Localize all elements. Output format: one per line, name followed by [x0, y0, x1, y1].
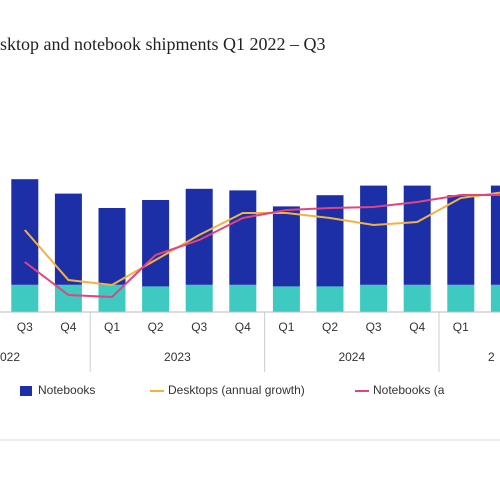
year-label: 022 — [0, 350, 20, 364]
bar — [360, 284, 388, 312]
year-label: 2 — [488, 350, 495, 364]
x-tick-label: Q2 — [322, 320, 338, 334]
chart-title: sktop and notebook shipments Q1 2022 – Q… — [0, 34, 326, 54]
x-tick-label: Q1 — [104, 320, 120, 334]
legend-label: Notebooks — [38, 383, 95, 397]
bar — [447, 195, 475, 285]
bar — [360, 185, 388, 285]
bar — [272, 286, 300, 312]
bar — [490, 284, 500, 312]
bar — [11, 179, 39, 285]
x-tick-label: Q1 — [278, 320, 294, 334]
year-label: 2024 — [338, 350, 365, 364]
bar — [98, 208, 126, 285]
bar — [316, 286, 344, 312]
bar — [272, 206, 300, 287]
bar — [185, 284, 213, 312]
x-tick-label: Q3 — [191, 320, 207, 334]
bar — [316, 195, 344, 287]
x-tick-label: Q4 — [235, 320, 251, 334]
bar — [403, 284, 431, 312]
bar — [54, 193, 82, 285]
x-tick-label: Q2 — [148, 320, 164, 334]
x-tick-label: Q4 — [409, 320, 425, 334]
bar — [229, 284, 257, 312]
bar — [11, 284, 39, 312]
year-label: 2023 — [164, 350, 191, 364]
legend-label: Desktops (annual growth) — [168, 383, 305, 397]
bar — [142, 200, 170, 287]
x-tick-label: Q3 — [366, 320, 382, 334]
x-tick-label: Q4 — [60, 320, 76, 334]
bar — [185, 188, 213, 285]
bar — [142, 286, 170, 312]
legend-swatch — [20, 386, 32, 396]
line — [24, 194, 500, 299]
bar — [447, 284, 475, 312]
bar — [490, 185, 500, 285]
legend-label: Notebooks (a — [373, 383, 445, 397]
x-tick-label: Q3 — [17, 320, 33, 334]
x-tick-label: Q1 — [453, 320, 469, 334]
bar — [229, 190, 257, 285]
